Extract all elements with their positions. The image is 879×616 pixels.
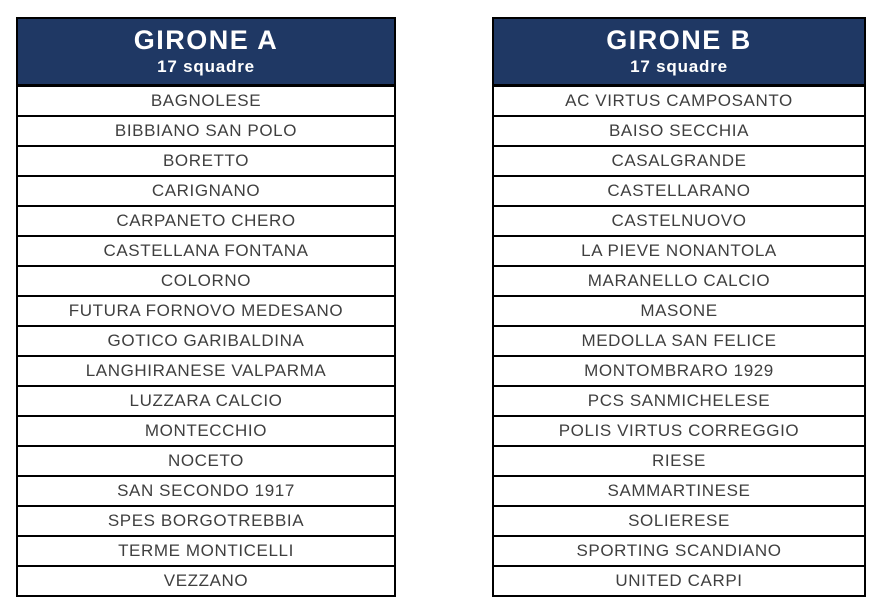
team-row: UNITED CARPI: [494, 567, 864, 595]
girone-b-title: GIRONE B: [606, 25, 752, 55]
team-name: POLIS VIRTUS CORREGGIO: [558, 421, 800, 441]
team-name: FUTURA FORNOVO MEDESANO: [68, 301, 344, 321]
team-row: LA PIEVE NONANTOLA: [494, 237, 864, 268]
team-name: BAISO SECCHIA: [608, 121, 750, 141]
girone-a-header: GIRONE A 17 squadre: [18, 19, 394, 88]
team-name: CASTELLANA FONTANA: [103, 241, 309, 261]
team-row: AC VIRTUS CAMPOSANTO: [494, 87, 864, 118]
team-row: MASONE: [494, 297, 864, 328]
team-row: MEDOLLA SAN FELICE: [494, 327, 864, 358]
team-name: VEZZANO: [163, 571, 249, 591]
team-name: CASALGRANDE: [611, 151, 747, 171]
team-name: CASTELNUOVO: [611, 211, 747, 231]
team-row: COLORNO: [18, 267, 394, 298]
team-name: LANGHIRANESE VALPARMA: [85, 361, 327, 381]
team-name: BIBBIANO SAN POLO: [114, 121, 298, 141]
team-row: LUZZARA CALCIO: [18, 387, 394, 418]
team-row: BAISO SECCHIA: [494, 117, 864, 148]
team-row: CASALGRANDE: [494, 147, 864, 178]
team-row: BIBBIANO SAN POLO: [18, 117, 394, 148]
team-row: BORETTO: [18, 147, 394, 178]
team-name: MASONE: [640, 301, 718, 321]
team-name: MONTECCHIO: [144, 421, 268, 441]
team-row: SOLIERESE: [494, 507, 864, 538]
team-name: UNITED CARPI: [615, 571, 743, 591]
team-row: LANGHIRANESE VALPARMA: [18, 357, 394, 388]
team-name: MONTOMBRARO 1929: [584, 361, 774, 381]
team-row: FUTURA FORNOVO MEDESANO: [18, 297, 394, 328]
team-row: MONTOMBRARO 1929: [494, 357, 864, 388]
girone-a-table: GIRONE A 17 squadre BAGNOLESE BIBBIANO S…: [16, 17, 396, 598]
team-name: GOTICO GARIBALDINA: [107, 331, 305, 351]
team-row: BAGNOLESE: [18, 87, 394, 118]
girone-b-team-list: AC VIRTUS CAMPOSANTO BAISO SECCHIA CASAL…: [494, 87, 864, 595]
team-row: CARPANETO CHERO: [18, 207, 394, 238]
team-name: SAMMARTINESE: [607, 481, 751, 501]
team-name: CARIGNANO: [151, 181, 261, 201]
team-name: TERME MONTICELLI: [118, 541, 294, 561]
team-row: VEZZANO: [18, 567, 394, 595]
team-name: RIESE: [651, 451, 707, 471]
team-name: PCS SANMICHELESE: [587, 391, 771, 411]
team-row: SPES BORGOTREBBIA: [18, 507, 394, 538]
team-row: MARANELLO CALCIO: [494, 267, 864, 298]
team-name: NOCETO: [167, 451, 245, 471]
girone-a-team-list: BAGNOLESE BIBBIANO SAN POLO BORETTO CARI…: [18, 87, 394, 595]
team-row: CASTELLARANO: [494, 177, 864, 208]
team-row: MONTECCHIO: [18, 417, 394, 448]
team-row: NOCETO: [18, 447, 394, 478]
girone-b-table: GIRONE B 17 squadre AC VIRTUS CAMPOSANTO…: [492, 17, 866, 598]
team-row: GOTICO GARIBALDINA: [18, 327, 394, 358]
team-name: MARANELLO CALCIO: [587, 271, 771, 291]
girone-b-header: GIRONE B 17 squadre: [494, 19, 864, 88]
team-name: COLORNO: [160, 271, 252, 291]
team-name: SPES BORGOTREBBIA: [107, 511, 305, 531]
team-name: LA PIEVE NONANTOLA: [581, 241, 777, 261]
team-name: BORETTO: [162, 151, 250, 171]
team-row: SPORTING SCANDIANO: [494, 537, 864, 568]
team-name: BAGNOLESE: [150, 91, 262, 111]
team-name: CASTELLARANO: [607, 181, 751, 201]
team-row: TERME MONTICELLI: [18, 537, 394, 568]
girone-a-title: GIRONE A: [133, 25, 279, 55]
team-row: CASTELLANA FONTANA: [18, 237, 394, 268]
team-name: SOLIERESE: [628, 511, 730, 531]
team-name: MEDOLLA SAN FELICE: [581, 331, 777, 351]
team-name: LUZZARA CALCIO: [129, 391, 283, 411]
girone-b-subtitle: 17 squadre: [630, 57, 728, 77]
girone-a-subtitle: 17 squadre: [157, 57, 255, 77]
team-name: AC VIRTUS CAMPOSANTO: [565, 91, 793, 111]
team-row: POLIS VIRTUS CORREGGIO: [494, 417, 864, 448]
team-row: SAMMARTINESE: [494, 477, 864, 508]
team-row: CARIGNANO: [18, 177, 394, 208]
team-row: SAN SECONDO 1917: [18, 477, 394, 508]
team-name: SPORTING SCANDIANO: [576, 541, 782, 561]
team-name: CARPANETO CHERO: [116, 211, 296, 231]
team-row: RIESE: [494, 447, 864, 478]
team-row: PCS SANMICHELESE: [494, 387, 864, 418]
team-row: CASTELNUOVO: [494, 207, 864, 238]
team-name: SAN SECONDO 1917: [117, 481, 295, 501]
